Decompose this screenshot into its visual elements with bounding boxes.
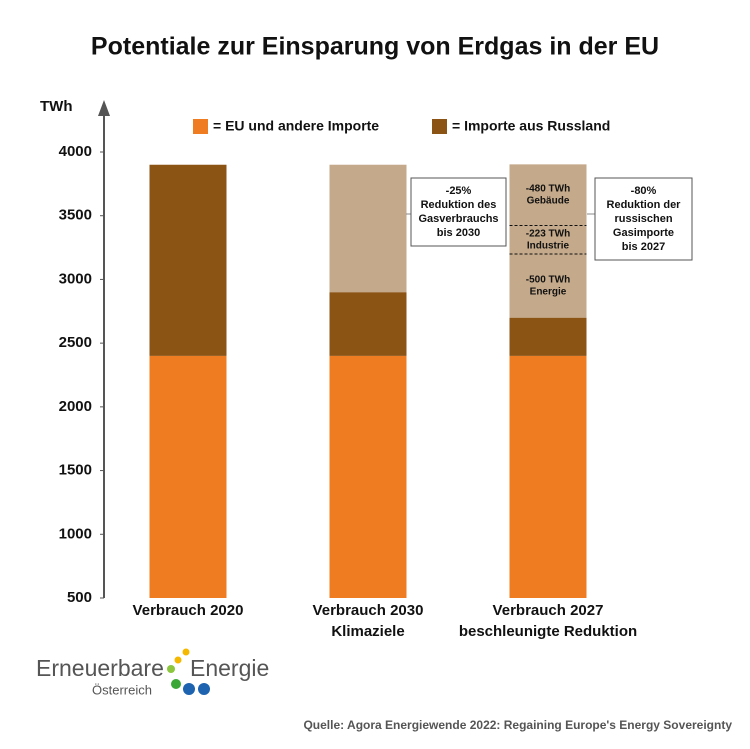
logo-dot [183, 683, 195, 695]
logo-dot [171, 679, 181, 689]
segment-label: -223 TWh [526, 228, 570, 239]
y-tick-label: 2000 [59, 398, 92, 415]
logo-text: Energie [190, 655, 269, 681]
logo-sub: Österreich [92, 682, 152, 697]
source: Quelle: Agora Energiewende 2022: Regaini… [303, 718, 732, 732]
segment-label: Energie [530, 286, 567, 297]
y-axis-label: TWh [40, 98, 72, 115]
bar-segment [509, 317, 587, 356]
annotation-text: Reduktion der [607, 199, 682, 211]
annotation-text: russischen [614, 213, 672, 225]
annotation-box [594, 177, 693, 261]
x-tick-label: Verbrauch 2020 [133, 602, 244, 619]
bar-segment [509, 355, 587, 598]
y-tick-label: 3000 [59, 270, 92, 287]
y-tick-label: 3500 [59, 207, 92, 224]
y-tick-label: 500 [67, 589, 92, 606]
annotation-text: Gasimporte [613, 227, 674, 239]
bar-segment [509, 164, 587, 226]
bar-segment [329, 355, 407, 598]
legend-label: = EU und andere Importe [213, 118, 379, 134]
chart-title: Potentiale zur Einsparung von Erdgas in … [91, 33, 659, 61]
segment-label: Gebäude [527, 196, 570, 207]
bar-segment [509, 225, 587, 254]
legend-label: = Importe aus Russland [452, 118, 610, 134]
bar-segment [149, 355, 227, 598]
annotation-text: Reduktion des [421, 199, 497, 211]
bar-segment [329, 292, 407, 356]
annotation-text: -80% [631, 185, 657, 197]
axis-arrow [98, 100, 110, 116]
logo-dot [198, 683, 210, 695]
x-tick-label: beschleunigte Reduktion [459, 623, 637, 640]
x-tick-label: Verbrauch 2027 [493, 602, 604, 619]
y-tick-label: 1500 [59, 462, 92, 479]
annotation-box [410, 177, 507, 247]
bar-segment [509, 253, 587, 318]
logo-dot [174, 656, 182, 664]
bar-segment [149, 164, 227, 356]
bar-segment [329, 164, 407, 293]
legend-swatch [432, 119, 447, 134]
x-tick-label: Verbrauch 2030 [313, 602, 424, 619]
x-tick-label: Klimaziele [331, 623, 404, 640]
legend-swatch [193, 119, 208, 134]
annotation-text: bis 2030 [437, 227, 480, 239]
logo-text: Erneuerbare [36, 655, 164, 681]
annotation-text: bis 2027 [622, 241, 665, 253]
annotation-text: Gasverbrauchs [418, 213, 498, 225]
y-tick-label: 4000 [59, 143, 92, 160]
y-tick-label: 2500 [59, 334, 92, 351]
segment-label: Industrie [527, 240, 570, 251]
y-tick-label: 1000 [59, 525, 92, 542]
logo-dot [167, 665, 175, 673]
annotation-text: -25% [446, 185, 472, 197]
segment-label: -500 TWh [526, 274, 570, 285]
logo-dot [182, 648, 190, 656]
segment-label: -480 TWh [526, 184, 570, 195]
